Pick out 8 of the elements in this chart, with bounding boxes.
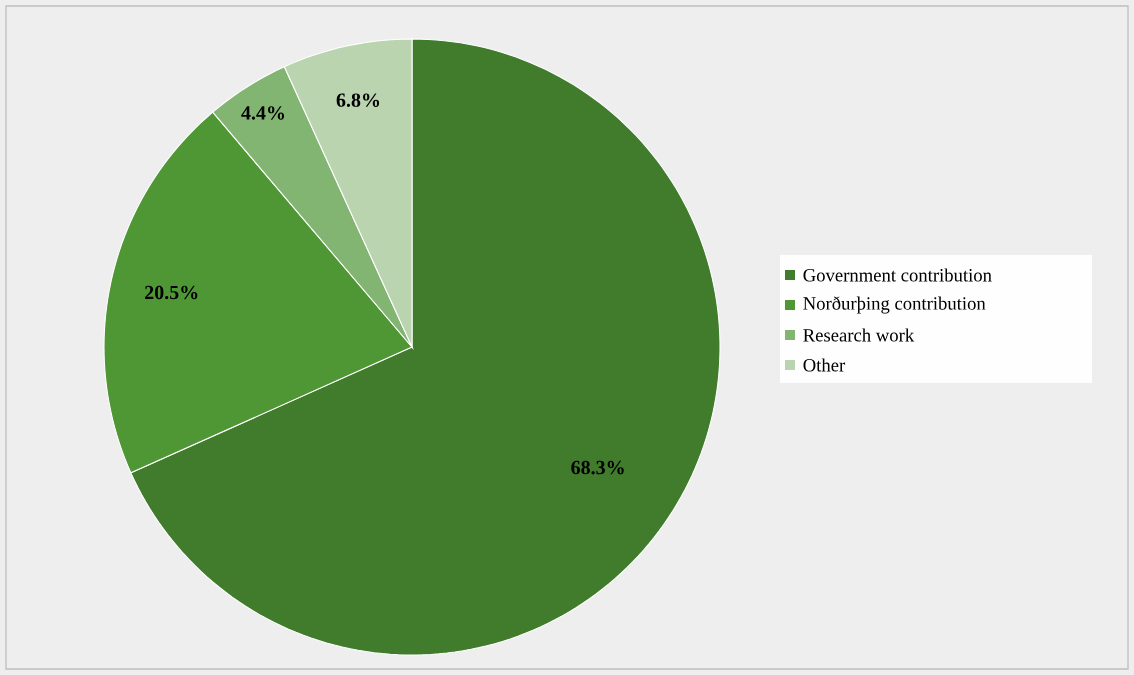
data-label: 6.8% — [336, 93, 380, 107]
legend-label: Norðurþing contribution — [803, 296, 986, 314]
legend-label: Government contribution — [803, 268, 992, 282]
data-label: 20.5% — [145, 285, 198, 300]
data-label: 68.3% — [571, 460, 624, 475]
legend-label: Research work — [803, 328, 915, 342]
data-label: 4.4% — [241, 106, 285, 120]
legend-label: Other — [803, 358, 846, 372]
